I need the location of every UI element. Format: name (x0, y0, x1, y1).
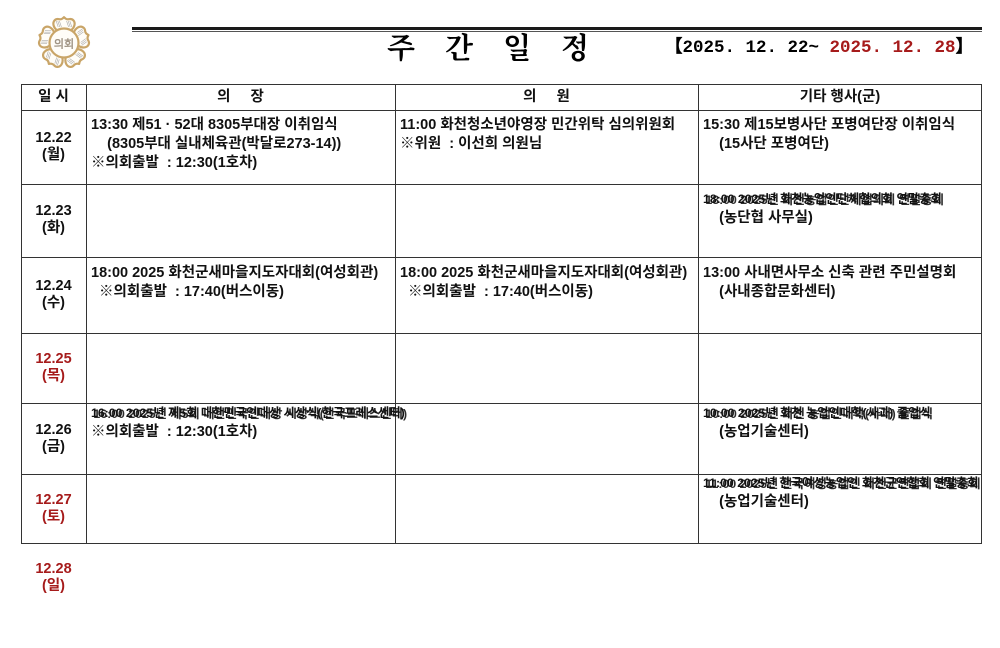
svg-text:의회: 의회 (54, 37, 74, 51)
